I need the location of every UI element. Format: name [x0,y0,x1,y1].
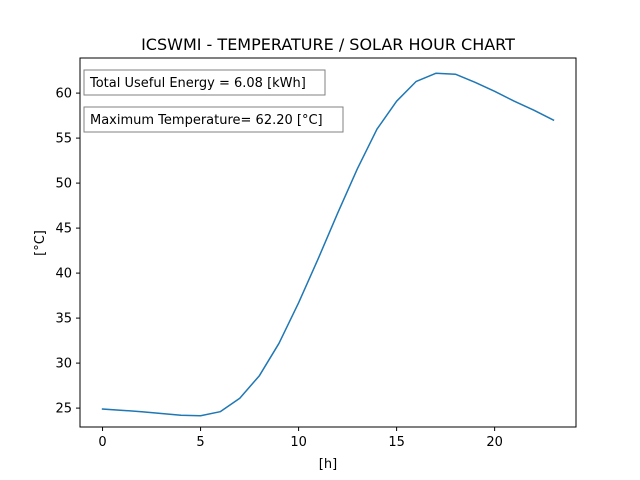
temperature-series-line [101,72,555,417]
y-axis-ticks: 25 30 35 40 45 50 55 60 [55,87,80,417]
annotation-box-temperature [83,106,344,133]
y-tick-label: 45 [55,222,72,237]
x-axis-label: [h] [319,457,337,472]
annotation-text-energy: Total Useful Energy = 6.08 [kWh] [89,76,306,91]
annotation-total-useful-energy: Total Useful Energy = 6.08 [kWh] [83,69,326,96]
y-tick-label: 50 [55,177,72,192]
annotation-box-energy [83,69,326,96]
annotation-text-temperature: Maximum Temperature= 62.20 [°C] [90,113,323,128]
y-tick-label: 25 [55,402,72,417]
x-axis-ticks: 0 5 10 15 20 [98,427,503,450]
y-tick-label: 30 [55,357,72,372]
annotation-maximum-temperature: Maximum Temperature= 62.20 [°C] [83,106,344,133]
x-tick-label: 0 [98,435,106,450]
y-tick-label: 55 [55,132,72,147]
x-tick-label: 5 [196,435,204,450]
y-axis-label: [°C] [33,230,48,256]
y-tick-label: 40 [55,267,72,282]
x-tick-label: 15 [388,435,405,450]
y-tick-label: 60 [55,87,72,102]
chart-title: ICSWMI - TEMPERATURE / SOLAR HOUR CHART [141,35,515,54]
y-tick-label: 35 [55,312,72,327]
x-tick-label: 10 [290,435,307,450]
x-tick-label: 20 [486,435,503,450]
